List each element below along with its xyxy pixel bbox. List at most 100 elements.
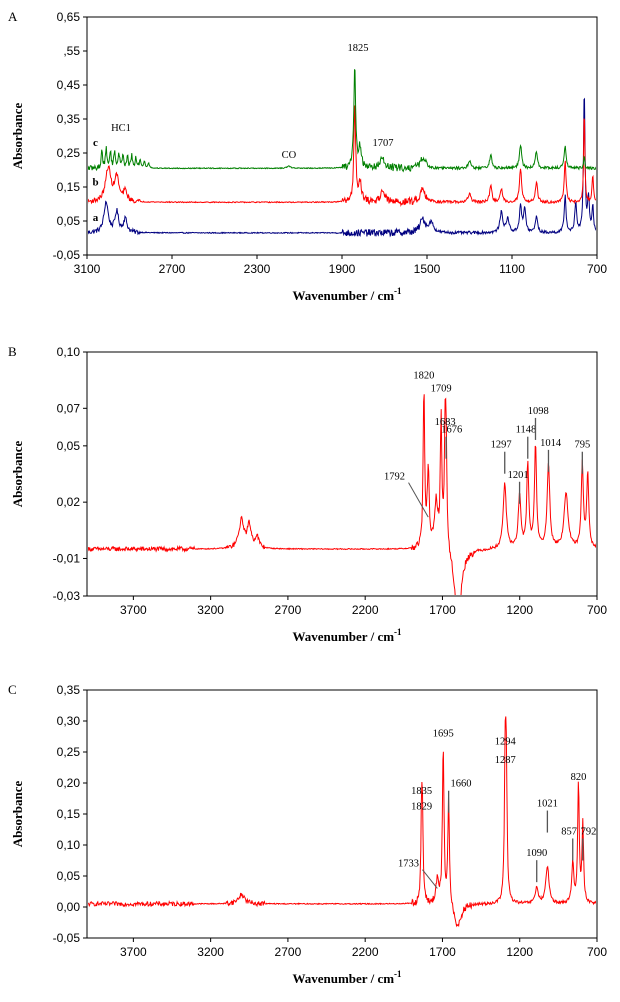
annotation-label: 1201 [508, 470, 529, 481]
x-tick-label: 3200 [197, 945, 224, 959]
annotation-label: 1660 [451, 779, 472, 790]
annotation-label: 1820 [413, 370, 434, 381]
x-tick-label: 2300 [244, 262, 271, 276]
x-tick-label: 1200 [506, 945, 533, 959]
annotation-label: a [93, 212, 99, 224]
annotation-label: 1709 [431, 383, 452, 394]
x-axis-label-sup: -1 [394, 286, 402, 296]
x-tick-label: 700 [587, 603, 607, 617]
x-axis-label: Wavenumber / cm-1 [292, 286, 402, 303]
annotation-label: 795 [574, 440, 590, 451]
panel-label: B [8, 344, 17, 359]
annotation-label: 1829 [411, 802, 432, 813]
x-tick-label: 2200 [352, 945, 379, 959]
series-line-a [88, 97, 596, 238]
annotation-label: 1148 [516, 425, 537, 436]
y-tick-label: 0,25 [57, 146, 81, 160]
x-tick-label: 3100 [74, 262, 101, 276]
y-tick-label: 0,15 [57, 807, 81, 821]
y-tick-label: 0,02 [57, 495, 81, 509]
chart-panel-B: B -0,03 -0,01 0,02 0,05 0,07 0,10 3700 3200 2700 2… [8, 344, 607, 644]
series-line-trace-C [88, 716, 596, 928]
annotation-label: 1733 [398, 859, 419, 870]
y-tick-label: -0,03 [53, 589, 81, 603]
y-tick-label: 0,45 [57, 78, 81, 92]
y-tick-label: 0,05 [57, 439, 81, 453]
callout-line [408, 482, 429, 518]
y-tick-label: 0,35 [57, 683, 81, 697]
y-axis-label: Absorbance [10, 441, 25, 508]
y-tick-label: 0,07 [57, 401, 81, 415]
chart-panel-A: A -0,05 0,05 0,15 0,25 0,35 0,45 ,55 0,65 3100 270… [8, 9, 607, 303]
series-line-c [88, 69, 596, 173]
annotation-label: 1707 [373, 138, 394, 149]
x-tick-label: 2700 [275, 603, 302, 617]
series-line-b [88, 105, 596, 208]
x-tick-label: 1900 [329, 262, 356, 276]
y-axis-label: Absorbance [10, 103, 25, 170]
x-tick-label: 1200 [506, 603, 533, 617]
annotation-label: 792 [581, 826, 597, 837]
plot-frame [86, 16, 598, 256]
y-tick-label: -0,01 [53, 551, 81, 565]
annotation-label: 1835 [411, 786, 432, 797]
annotation-label: 1825 [347, 43, 368, 54]
y-axis-label: Absorbance [10, 781, 25, 848]
annotation-label: CO [282, 150, 297, 161]
chart-panel-C: C -0,05 0,00 0,05 0,10 0,15 0,20 0,25 0,30 0,35 37… [8, 682, 607, 986]
x-tick-label: 700 [587, 945, 607, 959]
panel-label: C [8, 682, 17, 697]
y-tick-label: 0,05 [57, 214, 81, 228]
annotation-label: 857 [561, 826, 577, 837]
x-tick-label: 2700 [275, 945, 302, 959]
annotation-label: 1090 [526, 848, 547, 859]
x-tick-label: 1700 [429, 945, 456, 959]
annotation-label: 1294 [495, 737, 517, 748]
x-tick-label: 1500 [414, 262, 441, 276]
y-tick-label: 0,05 [57, 869, 81, 883]
annotation-label: HC1 [111, 123, 131, 134]
annotation-label: 1098 [528, 406, 549, 417]
y-tick-label: 0,10 [57, 838, 81, 852]
plot-frame [86, 351, 598, 597]
annotation-label: 820 [571, 772, 587, 783]
y-tick-label: 0,35 [57, 112, 81, 126]
callout-line [422, 869, 438, 889]
y-tick-label: ,55 [63, 44, 80, 58]
annotation-label: 1021 [537, 799, 558, 810]
plot-frame [86, 689, 598, 939]
x-tick-label: 700 [587, 262, 607, 276]
annotation-label: 1287 [495, 755, 516, 766]
annotation-label: 1014 [540, 438, 562, 449]
x-tick-label: 3200 [197, 603, 224, 617]
x-tick-label: 3700 [120, 945, 147, 959]
y-tick-label: 0,10 [57, 345, 81, 359]
annotation-label: 1676 [441, 425, 462, 436]
annotation-label: c [93, 137, 98, 149]
x-axis-label-sup: -1 [394, 627, 402, 637]
annotation-label: 1683 [435, 417, 456, 428]
x-tick-label: 1700 [429, 603, 456, 617]
x-tick-label: 3700 [120, 603, 147, 617]
y-tick-label: -0,05 [53, 248, 81, 262]
y-tick-label: 0,25 [57, 745, 81, 759]
y-tick-label: 0,00 [57, 900, 81, 914]
annotation-label: 1297 [491, 440, 512, 451]
y-tick-label: -0,05 [53, 931, 81, 945]
x-tick-label: 2700 [159, 262, 186, 276]
y-tick-label: 0,30 [57, 714, 81, 728]
x-axis-label-sup: -1 [394, 969, 402, 979]
x-tick-label: 2200 [352, 603, 379, 617]
annotation-label: 1695 [433, 729, 454, 740]
x-tick-label: 1100 [499, 262, 525, 276]
series-line-trace-B [88, 394, 596, 595]
y-tick-label: 0,15 [57, 180, 81, 194]
panel-label: A [8, 9, 18, 24]
x-axis-label: Wavenumber / cm-1 [292, 969, 402, 986]
y-tick-label: 0,20 [57, 776, 81, 790]
annotation-label: b [92, 176, 98, 188]
x-axis-label: Wavenumber / cm-1 [292, 627, 402, 644]
y-tick-label: 0,65 [57, 10, 81, 24]
annotation-label: 1792 [384, 472, 405, 483]
